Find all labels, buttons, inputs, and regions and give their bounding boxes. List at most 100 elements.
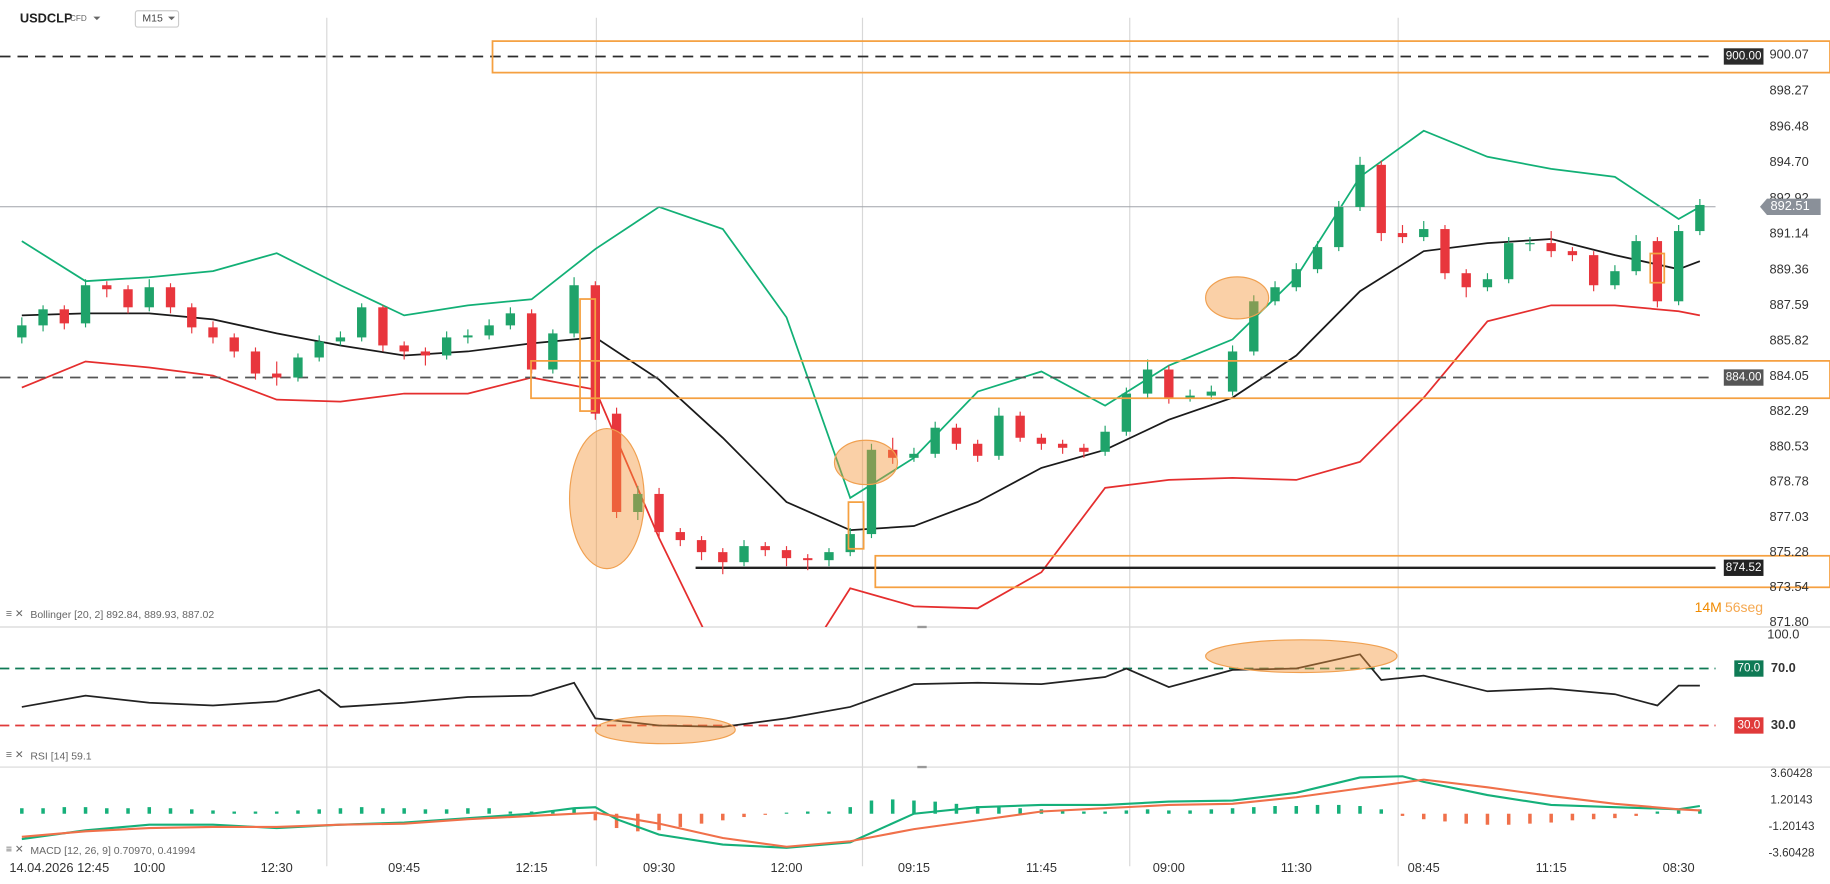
macd-histogram-bar [529,811,534,814]
macd-histogram-bar [1634,813,1638,816]
highlight-ellipse[interactable] [1205,276,1270,320]
y-tick-label: 878.78 [1770,474,1809,489]
y-tick-label: 873.54 [1770,579,1809,594]
candle-body [951,427,962,444]
y-tick-label: 877.03 [1770,509,1809,524]
y-tick-label: 871.80 [1770,614,1809,629]
candle-body [484,325,494,336]
candle-body [1440,229,1450,274]
candle-body [1567,251,1578,256]
candle-body [1121,393,1132,432]
macd-histogram-bar [62,807,67,814]
macd-histogram-bar [466,808,470,814]
zone-box[interactable] [847,501,865,550]
zone-box[interactable] [530,360,1830,400]
dropdown-caret[interactable] [93,16,101,21]
macd-histogram-bar [614,813,619,829]
zone-box[interactable] [491,40,1830,74]
macd-histogram-bar [678,813,683,827]
separators [0,17,1830,867]
candle-body [526,313,537,370]
macd-histogram-bar [997,807,1001,814]
macd-histogram-bar [721,813,725,821]
macd-histogram-bar [869,800,874,814]
y-tick-label: 880.53 [1770,439,1809,454]
highlight-ellipse[interactable] [568,427,645,570]
candle-body [357,307,367,338]
candle-body [420,351,431,356]
zone-box[interactable] [1649,252,1666,284]
rsi-line [21,653,1700,728]
candle-body [80,285,91,324]
macd-histogram-bar [83,807,88,814]
macd-histogram-bar [848,807,852,814]
macd-histogram-bar [1506,813,1511,825]
y-tick-label: 896.48 [1770,119,1809,134]
y-tick-label: 875.28 [1770,544,1809,559]
zone-box[interactable] [874,554,1830,589]
candle-body [866,449,877,535]
macd-histogram-bar [253,811,258,814]
x-tick-label: 12:00 [770,860,802,875]
indicator-icon[interactable]: ≡ ✕ [6,844,24,856]
candle-body [293,357,303,378]
dropdown-caret[interactable] [168,16,176,21]
macd-histogram-bar [20,808,24,814]
macd-histogram-bar [1209,809,1214,814]
y-tick-label: 900.07 [1770,46,1809,61]
zone-box[interactable] [579,298,597,412]
indicator-icon[interactable]: ≡ ✕ [6,749,24,761]
timeframe[interactable]: M15 [142,13,163,25]
candle-body [250,351,261,374]
candle-body [102,285,112,290]
macd-histogram-bar [190,809,194,814]
macd-histogram-bar [572,808,576,814]
price-level-label: 874.52 [1726,561,1762,574]
candle-body [1334,206,1344,248]
bollinger-line [21,304,1701,627]
macd-histogram-bar [1549,813,1553,823]
macd-histogram-bar [1655,811,1660,814]
candle-body [633,493,643,512]
macd-histogram-bar [1698,809,1702,814]
candle-body [1631,241,1641,272]
candle-body [1312,247,1323,270]
macd-histogram-bar [232,811,236,814]
candle-body [378,307,388,346]
macd-histogram-bar [551,810,555,814]
highlight-ellipse[interactable] [1205,639,1398,674]
macd-histogram-bar [890,799,895,814]
macd-histogram-bar [1124,810,1129,814]
last-price-box [1759,198,1821,215]
candle-body [272,373,282,378]
candle-body [1057,443,1068,448]
bollinger-line [21,129,1701,500]
macd-histogram-bar [508,811,513,814]
macd-histogram-bar [699,813,704,824]
highlight-ellipse[interactable] [833,439,899,486]
timeframe-box[interactable] [134,10,180,28]
candle-body [696,540,707,553]
candle-body [781,550,792,559]
x-tick-label: 12:30 [261,860,293,875]
macd-histogram-bar [1145,809,1150,814]
timer-minutes: 14M [1695,599,1722,615]
candle-body [1270,287,1280,302]
macd-histogram-bar [1082,811,1086,814]
macd-histogram-bar [1613,813,1617,819]
macd-histogram-bar [1591,813,1596,820]
candle-body [144,287,154,308]
y-tick-label: 70.0 [1771,660,1796,675]
highlight-ellipse[interactable] [594,715,736,745]
y-tick-label: 889.36 [1770,261,1809,276]
bollinger-label: Bollinger [20, 2] 892.84, 889.93, 887.02 [30,609,214,621]
instrument-type: CFD [70,14,87,23]
y-tick-label: 882.29 [1770,403,1809,418]
candle-body [1504,243,1514,280]
candle-body [845,534,855,553]
x-tick-label: 12:15 [516,860,548,875]
price-level-box [1723,48,1764,65]
macd-histogram-bar [784,812,789,814]
indicator-icon[interactable]: ≡ ✕ [6,608,24,620]
symbol[interactable]: USDCLP [20,10,73,25]
